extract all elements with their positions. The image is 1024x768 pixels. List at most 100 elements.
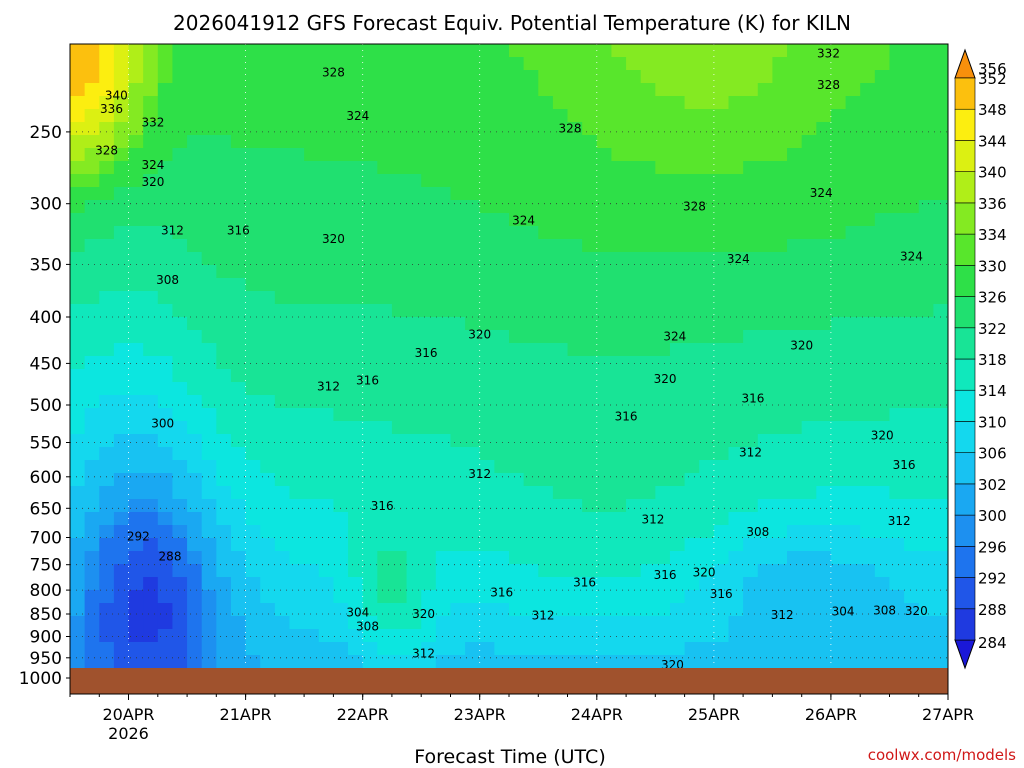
field-cell — [289, 499, 305, 513]
field-cell — [494, 317, 510, 331]
field-cell — [582, 408, 598, 422]
field-cell — [582, 330, 598, 344]
field-cell — [699, 239, 715, 253]
field-cell — [113, 525, 130, 539]
field-cell — [348, 382, 364, 396]
field-cell — [450, 122, 466, 136]
field-cell — [713, 252, 730, 266]
field-cell — [187, 655, 203, 669]
field-cell — [889, 564, 905, 578]
contour-label: 320 — [654, 372, 677, 386]
field-cell — [128, 434, 144, 448]
field-cell — [465, 655, 481, 669]
field-cell — [933, 655, 948, 669]
field-cell — [904, 356, 920, 370]
field-cell — [626, 538, 642, 552]
field-cell — [860, 512, 876, 526]
field-cell — [816, 486, 832, 500]
field-cell — [552, 96, 569, 110]
field-cell — [860, 57, 876, 71]
contour-label: 312 — [641, 513, 664, 527]
field-cell — [801, 499, 817, 513]
field-cell — [421, 252, 437, 266]
field-cell — [362, 473, 378, 487]
field-cell — [172, 57, 188, 71]
field-cell — [655, 616, 671, 630]
field-cell — [845, 473, 861, 487]
field-cell — [260, 187, 276, 201]
field-cell — [465, 343, 481, 357]
field-cell — [128, 629, 144, 643]
field-cell — [655, 486, 671, 500]
field-cell — [362, 590, 378, 604]
field-cell — [845, 616, 861, 630]
field-cell — [801, 278, 817, 292]
field-cell — [304, 525, 320, 539]
field-cell — [187, 174, 203, 188]
field-cell — [523, 226, 539, 240]
field-cell — [260, 226, 276, 240]
field-cell — [391, 577, 408, 591]
field-cell — [816, 96, 832, 110]
field-cell — [391, 421, 408, 435]
field-cell — [260, 525, 276, 539]
field-cell — [596, 538, 613, 552]
field-cell — [626, 564, 642, 578]
field-cell — [567, 343, 583, 357]
colorbar-segment — [954, 77, 976, 110]
field-cell — [801, 239, 817, 253]
field-cell — [172, 590, 188, 604]
field-cell — [216, 616, 232, 630]
field-cell — [406, 642, 422, 656]
field-cell — [889, 538, 905, 552]
field-cell — [582, 148, 598, 162]
field-cell — [216, 239, 232, 253]
field-cell — [626, 343, 642, 357]
field-cell — [70, 148, 86, 162]
field-cell — [801, 265, 817, 279]
field-cell — [216, 369, 232, 383]
field-cell — [435, 525, 452, 539]
field-cell — [143, 655, 159, 669]
field-cell — [245, 356, 261, 370]
field-cell — [201, 499, 217, 513]
field-cell — [611, 239, 627, 253]
field-cell — [172, 174, 188, 188]
field-cell — [274, 460, 291, 474]
field-cell — [801, 96, 817, 110]
field-cell — [787, 629, 803, 643]
field-cell — [743, 642, 759, 656]
field-cell — [362, 538, 378, 552]
field-cell — [874, 590, 891, 604]
field-cell — [377, 291, 393, 305]
field-cell — [113, 304, 130, 318]
contour-label: 316 — [710, 587, 733, 601]
field-cell — [640, 226, 656, 240]
field-cell — [684, 460, 700, 474]
field-cell — [99, 83, 115, 97]
field-cell — [713, 460, 730, 474]
field-cell — [245, 161, 261, 175]
field-cell — [113, 291, 130, 305]
field-cell — [787, 642, 803, 656]
field-cell — [362, 447, 378, 461]
field-cell — [538, 83, 554, 97]
field-cell — [640, 616, 656, 630]
field-cell — [348, 395, 364, 409]
field-cell — [918, 603, 934, 617]
field-cell — [772, 447, 788, 461]
field-cell — [743, 148, 759, 162]
field-cell — [172, 499, 188, 513]
field-cell — [450, 408, 466, 422]
field-cell — [70, 369, 86, 383]
field-cell — [860, 96, 876, 110]
field-cell — [391, 499, 408, 513]
field-cell — [230, 304, 247, 318]
field-cell — [860, 109, 876, 123]
field-cell — [816, 317, 832, 331]
field-cell — [743, 499, 759, 513]
field-cell — [757, 83, 773, 97]
field-cell — [801, 213, 817, 227]
field-cell — [260, 590, 276, 604]
field-cell — [918, 187, 934, 201]
